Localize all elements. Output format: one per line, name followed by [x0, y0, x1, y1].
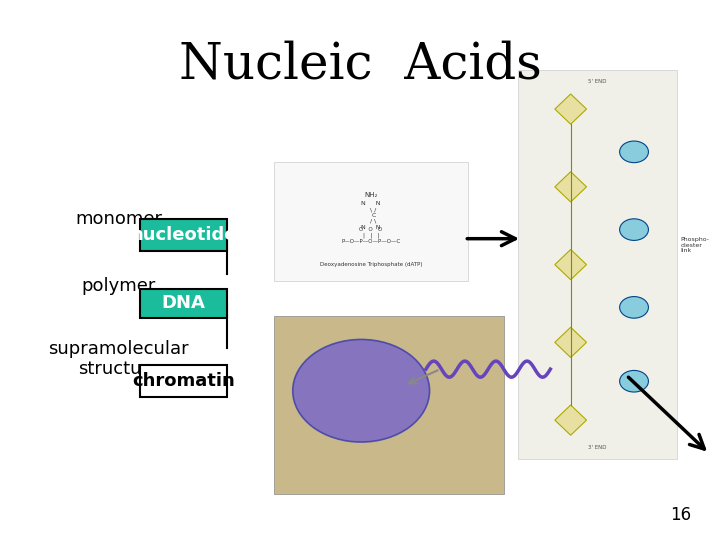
Text: 16: 16: [670, 506, 691, 524]
Polygon shape: [555, 172, 587, 202]
Polygon shape: [555, 327, 587, 357]
Text: polymer: polymer: [81, 277, 156, 295]
Text: Nucleic  Acids: Nucleic Acids: [179, 40, 541, 90]
Text: NH₂: NH₂: [364, 192, 377, 198]
Circle shape: [293, 340, 430, 442]
Polygon shape: [555, 249, 587, 280]
Bar: [274, 162, 468, 281]
Text: 5' END: 5' END: [588, 79, 607, 84]
Text: DNA: DNA: [162, 294, 205, 313]
Text: 3' END: 3' END: [588, 445, 607, 450]
Text: Deoxyadenosine Triphosphate (dATP): Deoxyadenosine Triphosphate (dATP): [320, 262, 422, 267]
Text: supramolecular
structure: supramolecular structure: [48, 340, 189, 379]
Circle shape: [620, 141, 649, 163]
Bar: [274, 316, 504, 494]
Text: N     N
  \ /
   C
  / \
N     N: N N \ / C / \ N N: [361, 201, 381, 229]
FancyBboxPatch shape: [140, 219, 227, 251]
Bar: [518, 70, 677, 459]
Circle shape: [620, 296, 649, 318]
Text: nucleotide: nucleotide: [130, 226, 237, 244]
FancyBboxPatch shape: [140, 288, 227, 319]
Text: chromatin: chromatin: [132, 372, 235, 390]
Text: Phospho-
diester
link: Phospho- diester link: [680, 237, 709, 253]
Text: monomer: monomer: [76, 210, 162, 228]
Polygon shape: [555, 94, 587, 124]
Polygon shape: [555, 405, 587, 435]
Circle shape: [620, 219, 649, 240]
FancyBboxPatch shape: [140, 364, 227, 397]
Text: O   O   O
|   |   |
P—O—P—O—P—O—C: O O O | | | P—O—P—O—P—O—C: [341, 227, 400, 244]
Circle shape: [620, 370, 649, 392]
